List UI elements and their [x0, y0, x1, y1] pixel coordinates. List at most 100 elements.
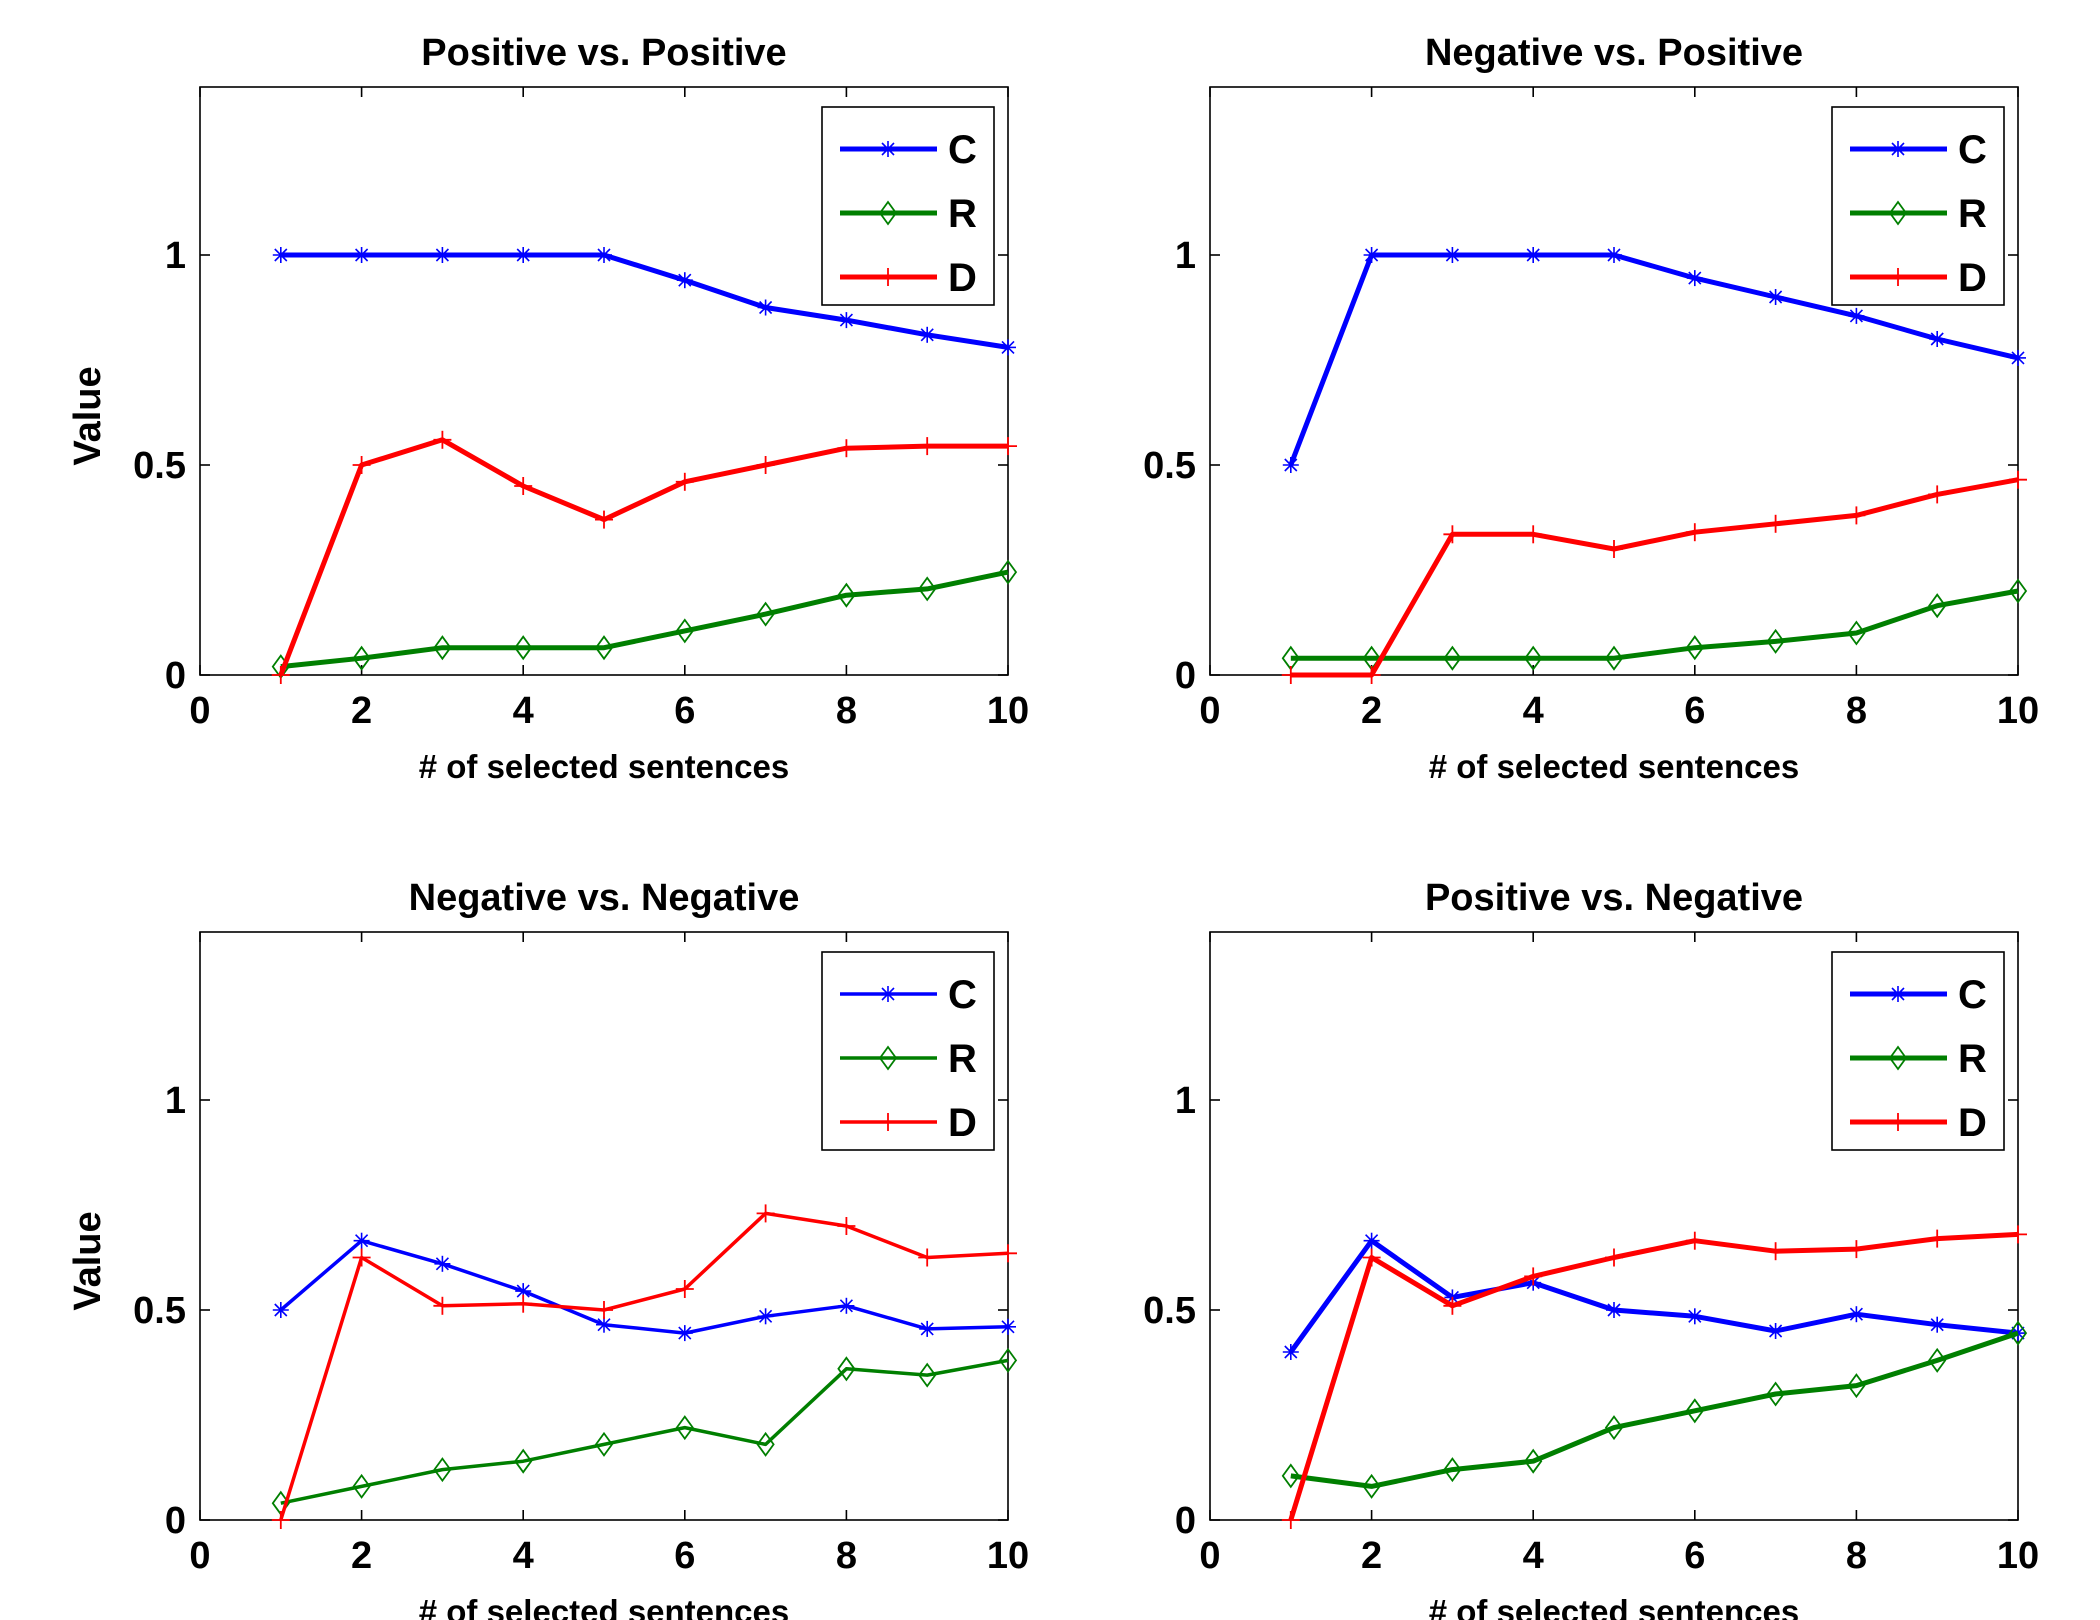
data-point-D [352, 456, 371, 474]
legend-box [1831, 106, 2005, 306]
legend-label: C [1958, 973, 1987, 1017]
data-point-R [433, 1457, 452, 1483]
data-point-D [675, 472, 694, 491]
x-tick-label: 8 [836, 1535, 857, 1577]
chart-panel-1: Positive vs. Positive 0 2 4 6 8 10 0 0.5 1 # of se… [67, 32, 1029, 785]
data-point-R [594, 635, 614, 661]
data-point-R [1604, 1415, 1624, 1441]
data-point-R [1847, 1373, 1866, 1399]
x-tick-label: 4 [1523, 690, 1544, 732]
legend-box [821, 106, 995, 306]
y-axis-label: Value [67, 1211, 109, 1310]
plot-area-frame [1209, 86, 2019, 676]
data-point-R [514, 635, 533, 661]
x-tick-label: 4 [513, 690, 534, 732]
series-R [1281, 578, 2028, 671]
legend-marker [1890, 986, 1906, 1002]
data-point-R [1524, 645, 1543, 671]
data-point-D [1928, 1229, 1947, 1248]
legend-marker [1890, 141, 1906, 157]
data-point-D [1847, 1240, 1866, 1259]
legend-box [821, 951, 995, 1151]
y-tick-label: 1 [1175, 1080, 1196, 1122]
data-point-D [1443, 525, 1462, 544]
data-point-D [1281, 666, 1300, 684]
legend-marker [880, 986, 896, 1002]
y-tick-label: 0 [1175, 1500, 1196, 1542]
legend-marker [1888, 1045, 1908, 1071]
data-point-D [837, 439, 856, 458]
data-point-D [2009, 1225, 2027, 1244]
data-point-R [1685, 1398, 1704, 1424]
series-line-D [279, 1211, 1009, 1521]
x-tick-label: 6 [674, 1535, 695, 1577]
series-line-R [1290, 588, 2019, 661]
x-tick-label: 10 [987, 1535, 1029, 1577]
data-point-C [1929, 1316, 1946, 1333]
data-point-R [837, 1356, 856, 1382]
y-tick-label: 0.5 [1143, 1290, 1196, 1332]
plot-area-frame [199, 931, 1009, 1521]
data-point-R [514, 1448, 533, 1474]
series-D [1281, 1225, 2027, 1529]
legend: CRD [821, 106, 995, 306]
legend-item-R: R [1850, 1037, 1987, 1081]
data-point-C [1000, 1318, 1016, 1335]
x-tick-label: 0 [189, 1535, 210, 1577]
data-point-C [515, 247, 532, 263]
data-point-C [1606, 1302, 1622, 1318]
data-point-C [353, 1232, 370, 1249]
y-tick-label: 0.5 [1143, 445, 1196, 487]
x-tick-label: 10 [1997, 690, 2039, 732]
legend-label: C [948, 973, 977, 1017]
data-point-R [918, 1362, 937, 1388]
legend-item-D: D [840, 1101, 977, 1145]
x-tick-label: 2 [351, 690, 372, 732]
series-line-C [1288, 1238, 2019, 1354]
data-point-R [1524, 1448, 1543, 1474]
legend-item-C: C [840, 128, 977, 172]
y-tick-label: 1 [1175, 235, 1196, 277]
series-line-D [1290, 477, 2019, 678]
data-point-D [1524, 525, 1543, 544]
data-point-D [756, 1204, 775, 1223]
legend: CRD [821, 951, 995, 1151]
legend-item-R: R [840, 192, 977, 236]
x-axis-label: # of selected sentences [419, 1593, 790, 1620]
x-tick-label: 10 [1997, 1535, 2039, 1577]
data-point-C [2010, 349, 2026, 366]
chart-title: Positive vs. Negative [1425, 877, 1803, 919]
data-point-R [756, 1431, 775, 1457]
data-point-D [1766, 514, 1785, 533]
legend-label: D [948, 256, 977, 300]
data-point-R [352, 645, 371, 671]
x-tick-label: 4 [1523, 1535, 1544, 1577]
data-point-R [1928, 1347, 1947, 1373]
data-point-D [433, 430, 452, 449]
plot-area-frame [199, 86, 1009, 676]
data-point-D [1524, 1267, 1543, 1286]
data-point-D [271, 666, 290, 684]
legend-label: C [1958, 128, 1987, 172]
data-point-D [1847, 506, 1866, 525]
y-tick-label: 0.5 [133, 1290, 186, 1332]
legend-item-R: R [1850, 192, 1987, 236]
x-tick-label: 6 [674, 690, 695, 732]
data-point-R [998, 559, 1018, 585]
series-line-C [280, 252, 1009, 350]
data-point-C [1848, 1306, 1865, 1323]
data-point-C [272, 1302, 289, 1318]
y-tick-label: 1 [165, 235, 186, 277]
data-point-C [1282, 1344, 1299, 1360]
legend-item-D: D [1850, 256, 1987, 300]
x-tick-label: 0 [189, 690, 210, 732]
chart-title: Negative vs. Negative [409, 877, 800, 919]
data-point-R [594, 1431, 614, 1457]
data-point-R [1604, 645, 1624, 671]
data-point-R [998, 1347, 1018, 1373]
data-point-D [595, 510, 613, 529]
legend-label: R [948, 1037, 977, 1081]
data-point-D [514, 477, 533, 495]
legend-marker [1888, 200, 1908, 226]
